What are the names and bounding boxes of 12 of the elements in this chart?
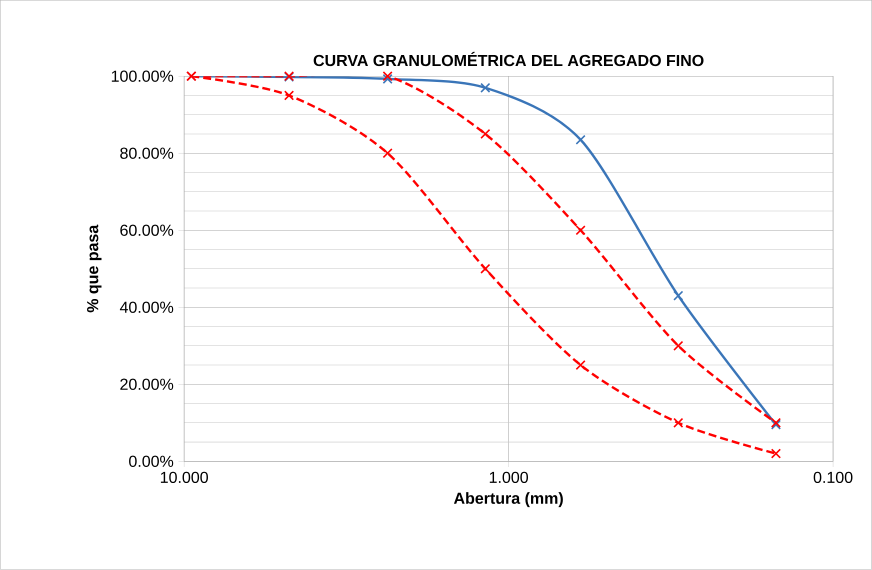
x-tick-label: 10.000 [160, 472, 208, 484]
y-axis-title: % que pasa [87, 224, 102, 313]
y-tick-label: 100.00% [112, 70, 174, 82]
x-tick-label: 1.000 [490, 472, 528, 484]
x-tick-label: 0.100 [814, 472, 852, 484]
chart-title: CURVA GRANULOMÉTRICA DEL AGREGADO FINO [314, 52, 704, 66]
y-tick-label: 40.00% [120, 302, 174, 314]
y-tick-label: 20.00% [120, 378, 174, 390]
y-tick-label: 0.00% [129, 456, 174, 468]
y-tick-label: 80.00% [120, 148, 174, 160]
y-tick-label: 60.00% [120, 224, 174, 236]
x-axis-title: Abertura (mm) [454, 492, 563, 508]
